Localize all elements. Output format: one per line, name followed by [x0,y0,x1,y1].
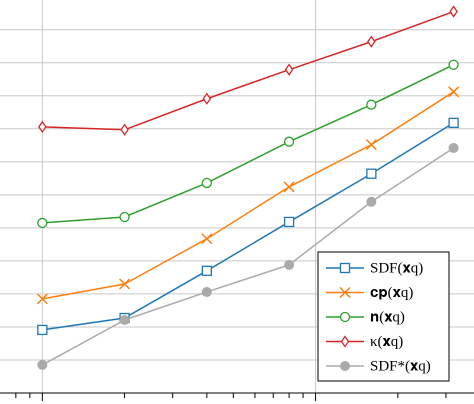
marker [365,139,377,151]
marker [448,117,459,129]
marker [448,86,460,98]
legend-marker [339,286,351,299]
marker [201,265,212,276]
marker [119,211,130,223]
marker [201,233,213,245]
marker [120,123,129,136]
marker [119,315,130,326]
legend-label: 𝐜𝐩(𝐱q) [370,285,413,301]
marker [201,286,212,297]
marker [119,278,131,290]
marker [202,92,212,105]
marker [284,63,294,76]
marker [37,359,48,370]
series-line [42,10,454,131]
marker [283,181,295,193]
marker [36,293,48,305]
series-line [42,91,455,300]
series-line [42,122,455,331]
marker [201,177,212,189]
marker [283,216,295,228]
marker [448,142,459,153]
marker [284,259,295,270]
marker [367,35,376,48]
marker [366,196,377,207]
legend-label: SDF*(𝐱q) [370,358,431,374]
marker [449,5,458,18]
legend-marker [339,311,351,323]
marker [366,168,377,179]
legend-marker [340,361,350,371]
legend-marker [340,335,350,348]
legend-label: 𝐧(𝐱q) [370,309,405,325]
legend: SDF(𝐱q) 𝐜𝐩(𝐱q) 𝐧(𝐱q) κ(𝐱q) SDF*(𝐱q) [317,251,450,382]
series-line [42,64,454,224]
legend-label: κ(𝐱q) [370,334,403,350]
marker [366,99,377,110]
legend-label: SDF(𝐱q) [370,260,423,276]
marker [38,120,47,133]
series-line [41,147,455,366]
marker [448,59,459,70]
legend-marker [339,262,351,274]
marker [283,136,295,147]
marker [37,324,48,336]
marker [37,217,48,229]
